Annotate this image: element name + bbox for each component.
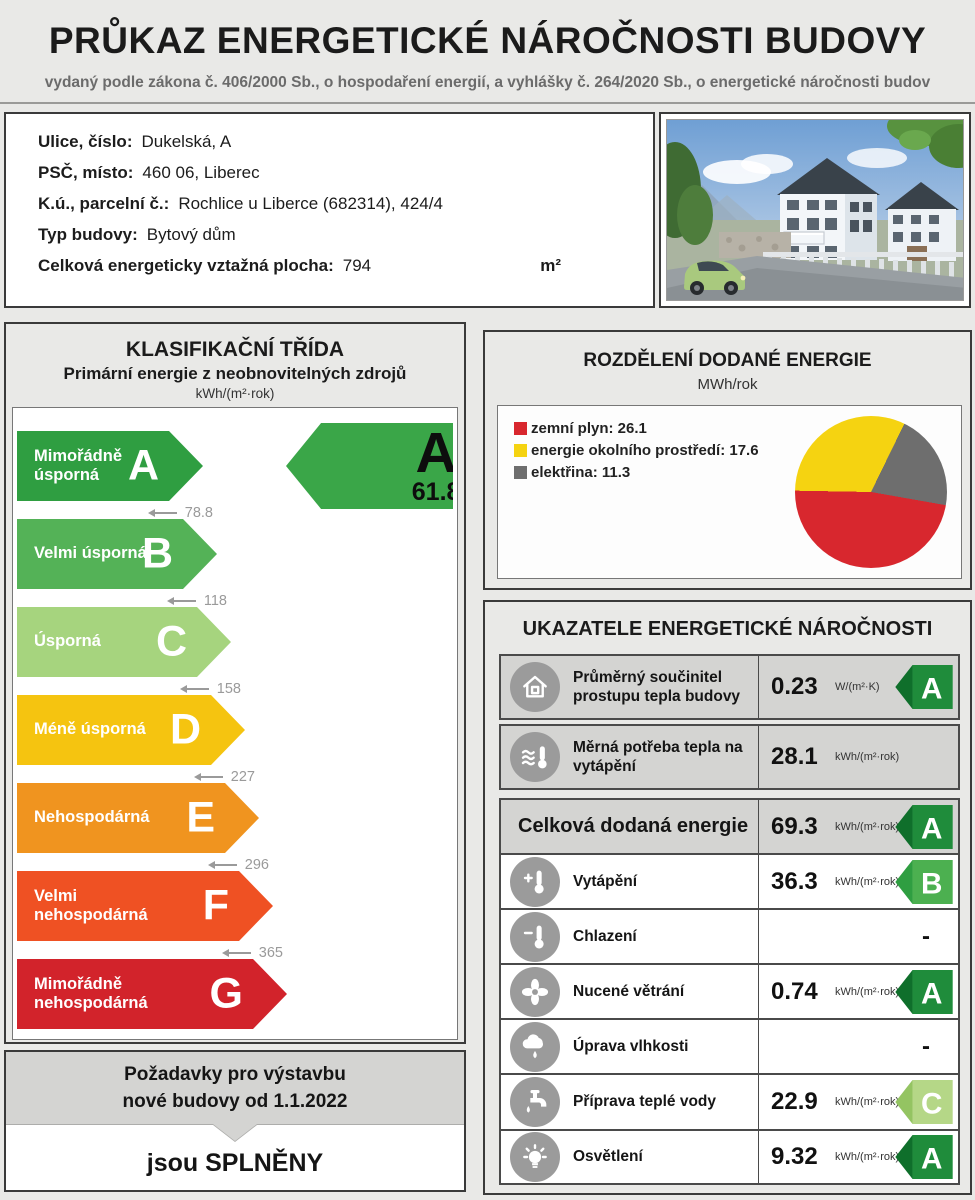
indicator-row-heat-transfer: Průměrný součinitel prostupu tepla budov… [499,654,960,720]
certificate-header: PRŮKAZ ENERGETICKÉ NÁROČNOSTI BUDOVY vyd… [0,0,975,104]
left-arrow-icon [221,949,251,957]
building-photo-box [659,112,971,308]
indicator-row-humidity: Úprava vlhkosti - [499,1018,960,1073]
result-class-arrow: A 61.8 [286,423,453,509]
classification-title: KLASIFIKAČNÍ TŘÍDA [125,338,345,361]
class-row-d: Méně úsporná D [17,695,245,765]
grade-badge-c: C [895,1080,953,1124]
energy-split-title: ROZDĚLENÍ DODANÉ ENERGIE [583,350,872,371]
indicator-row-ventilation: Nucené větrání 0.74 kWh/(m²·rok) A [499,963,960,1018]
indicator-row-heat-demand: Měrná potřeba tepla na vytápění 28.1 kWh… [499,724,960,790]
energy-split-box: ROZDĚLENÍ DODANÉ ENERGIE MWh/rok zemní p… [483,330,972,590]
threshold-e-f: 296 [17,857,269,873]
grade-badge-a: A [895,969,953,1014]
threshold-f-g: 365 [17,945,283,961]
field-street: Ulice, číslo: Dukelská, A [38,132,232,151]
fan-icon [510,966,560,1017]
indicators-title: UKAZATELE ENERGETICKÉ NÁROČNOSTI [522,618,933,640]
gray-swatch-icon [514,466,527,479]
building-render-illustration [667,120,963,300]
red-swatch-icon [514,422,527,435]
class-row-a: Mimořádně úsporná A [17,431,203,501]
threshold-c-d: 158 [17,681,241,697]
grade-badge-a: A [895,804,953,849]
classification-box: KLASIFIKAČNÍ TŘÍDA Primární energie z ne… [4,322,466,1044]
requirements-heading: Požadavky pro výstavbu nové budovy od 1.… [6,1052,464,1126]
class-row-b: Velmi úsporná B [17,519,217,589]
legend-item-ambient: energie okolního prostředí: 17.6 [514,442,759,459]
building-photo [666,119,964,301]
classification-unit: kWh/(m²·rok) [195,386,275,401]
svg-text:A: A [921,672,942,705]
pie-legend: zemní plyn: 26.1 energie okolního prostř… [514,420,759,486]
area-unit: m² [540,256,561,275]
indicator-row-lighting: Osvětlení 9.32 kWh/(m²·rok) A [499,1129,960,1185]
left-arrow-icon [147,509,177,517]
classification-subtitle: Primární energie z neobnovitelných zdroj… [63,364,407,383]
energy-split-unit: MWh/rok [697,376,758,393]
grade-badge-b: B [895,859,953,904]
page-subtitle: vydaný podle zákona č. 406/2000 Sb., o h… [44,74,931,91]
faucet-icon [510,1077,560,1127]
classification-scale: Mimořádně úsporná A 78.8 Velmi úsporná B… [12,407,458,1040]
cloud-drop-icon [510,1021,560,1072]
indicator-row-hot-water: Příprava teplé vody 22.9 kWh/(m²·rok) C [499,1073,960,1129]
result-class-value: 61.8 [411,478,461,507]
result-class-letter: A [415,420,457,485]
indicator-row-cooling: Chlazení - [499,908,960,963]
class-row-f: Velmi nehospodárná F [17,871,273,941]
thermometer-plus-icon [510,856,560,907]
class-row-g: Mimořádně nehospodárná G [17,959,287,1029]
indicator-row-total-energy: Celková dodaná energie 69.3 kWh/(m²·rok)… [499,798,960,853]
field-building-type: Typ budovy: Bytový dům [38,225,236,244]
requirements-box: Požadavky pro výstavbu nové budovy od 1.… [4,1050,466,1192]
class-row-c: Úsporná C [17,607,231,677]
field-parcel: K.ú., parcelní č.: Rochlice u Liberce (6… [38,194,443,213]
field-zip-city: PSČ, místo: 460 06, Liberec [38,163,260,182]
svg-text:A: A [921,812,942,845]
threshold-b-c: 118 [17,593,227,609]
pointer-down-icon [213,1124,257,1142]
threshold-a-b: 78.8 [17,505,213,521]
house-icon [510,662,560,712]
grade-badge-a: A [895,665,953,709]
svg-text:C: C [921,1087,942,1120]
field-reference-area: Celková energeticky vztažná plocha: 794 … [38,256,561,275]
left-arrow-icon [193,773,223,781]
heat-waves-icon [510,732,560,782]
legend-item-gas: zemní plyn: 26.1 [514,420,759,437]
svg-text:A: A [921,1142,942,1175]
threshold-d-e: 227 [17,769,255,785]
indicators-box: UKAZATELE ENERGETICKÉ NÁROČNOSTI Průměrn… [483,600,972,1195]
svg-text:B: B [921,867,942,900]
energy-split-pie-chart [795,416,947,568]
grade-badge-a: A [895,1135,953,1179]
indicator-row-heating: Vytápění 36.3 kWh/(m²·rok) B [499,853,960,908]
class-row-e: Nehospodárná E [17,783,259,853]
energy-split-panel: zemní plyn: 26.1 energie okolního prostř… [497,405,962,579]
left-arrow-icon [166,597,196,605]
building-info-box: Ulice, číslo: Dukelská, A PSČ, místo: 46… [4,112,655,308]
car-illustration [684,260,746,295]
page-title: PRŮKAZ ENERGETICKÉ NÁROČNOSTI BUDOVY [48,20,927,61]
svg-text:A: A [921,977,942,1010]
thermometer-minus-icon [510,911,560,962]
requirements-result: jsou SPLNĚNY [146,1149,324,1178]
light-bulb-icon [510,1132,560,1182]
yellow-swatch-icon [514,444,527,457]
legend-item-electricity: elektřina: 11.3 [514,464,759,481]
left-arrow-icon [179,685,209,693]
left-arrow-icon [207,861,237,869]
